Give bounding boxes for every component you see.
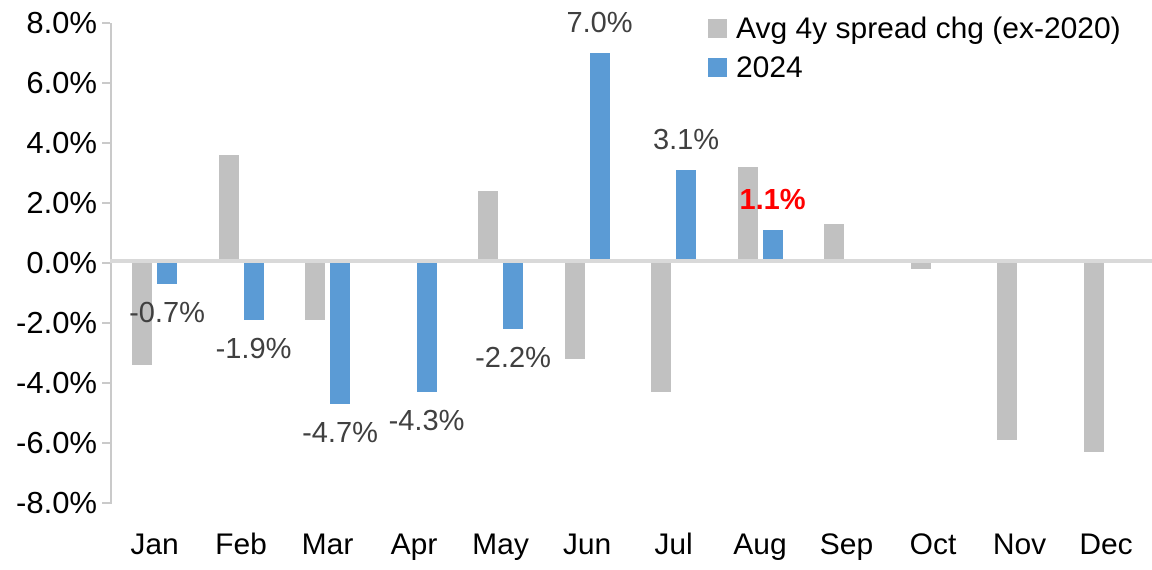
bar-2024-jan [157,263,177,284]
data-label-may: -2.2% [475,342,551,374]
x-axis-month-label-jun: Jun [562,528,612,561]
data-label-apr: -4.3% [388,405,465,437]
y-axis-tick-mark [102,202,110,204]
y-axis-tick-mark [102,142,110,144]
bar-avg-sep [824,224,844,263]
y-axis-tick-mark [102,382,110,384]
y-axis-tick-label: -6.0% [16,425,97,460]
x-axis-month-label-may: May [472,528,529,561]
x-axis-month-label-apr: Apr [390,528,438,561]
bar-2024-feb [243,263,264,320]
bar-avg-jan [132,263,152,365]
bar-2024-may [503,263,523,329]
bar-avg-oct [910,263,931,269]
x-axis-month-label-oct: Oct [909,528,957,561]
bar-avg-feb [218,155,239,263]
y-axis-line [110,23,112,504]
x-axis-month-label-jul: Jul [654,528,693,561]
data-label-jun: 7.0% [566,7,633,39]
bar-avg-aug [737,167,758,263]
data-label-mar: -4.7% [302,417,378,449]
y-axis-tick-mark [102,262,110,264]
y-axis-tick-mark [102,442,110,444]
x-axis-month-label-dec: Dec [1079,528,1133,561]
bar-avg-dec [1083,263,1104,452]
x-axis-month-label-jan: Jan [130,528,179,561]
y-axis-tick-label: 0.0% [26,245,97,280]
y-axis-tick-label: -8.0% [16,485,97,520]
legend-item-2024: 2024 [708,48,1121,87]
x-axis-month-label-aug: Aug [733,528,787,561]
x-axis-month-label-sep: Sep [819,528,874,561]
x-axis-month-label-feb: Feb [215,528,267,561]
bar-avg-may [478,191,498,263]
bar-avg-jul [651,263,671,392]
bar-avg-nov [997,263,1017,440]
legend: Avg 4y spread chg (ex-2020) 2024 [708,9,1121,87]
bar-avg-mar [305,263,325,320]
y-axis-tick-label: 6.0% [26,65,97,100]
y-axis-tick-label: -4.0% [16,365,97,400]
y-axis-tick-label: -2.0% [16,305,97,340]
bar-2024-aug [762,230,783,263]
bar-2024-apr [416,263,437,392]
bar-2024-mar [330,263,350,404]
bar-2024-jun [589,53,610,263]
legend-label-2024: 2024 [736,51,803,84]
y-axis-tick-mark [102,322,110,324]
x-axis-zero-line [110,259,1152,263]
y-axis-tick-label: 8.0% [26,5,97,40]
x-axis-month-label-mar: Mar [301,528,354,561]
y-axis-tick-label: 2.0% [26,185,97,220]
x-axis-month-label-nov: Nov [992,528,1047,561]
legend-swatch-2024 [708,58,727,77]
legend-item-avg-spread: Avg 4y spread chg (ex-2020) [708,9,1121,48]
data-label-jul: 3.1% [652,124,720,156]
data-label-jan: -0.7% [129,297,205,329]
legend-swatch-avg [708,19,727,38]
data-label-feb: -1.9% [215,333,292,365]
y-axis-tick-mark [102,502,110,504]
legend-label-avg: Avg 4y spread chg (ex-2020) [736,12,1121,45]
y-axis-tick-label: 4.0% [26,125,97,160]
data-label-aug: 1.1% [739,184,806,216]
bar-2024-jul [676,170,696,263]
bar-avg-jun [564,263,585,359]
y-axis-tick-mark [102,82,110,84]
y-axis-tick-mark [102,22,110,24]
